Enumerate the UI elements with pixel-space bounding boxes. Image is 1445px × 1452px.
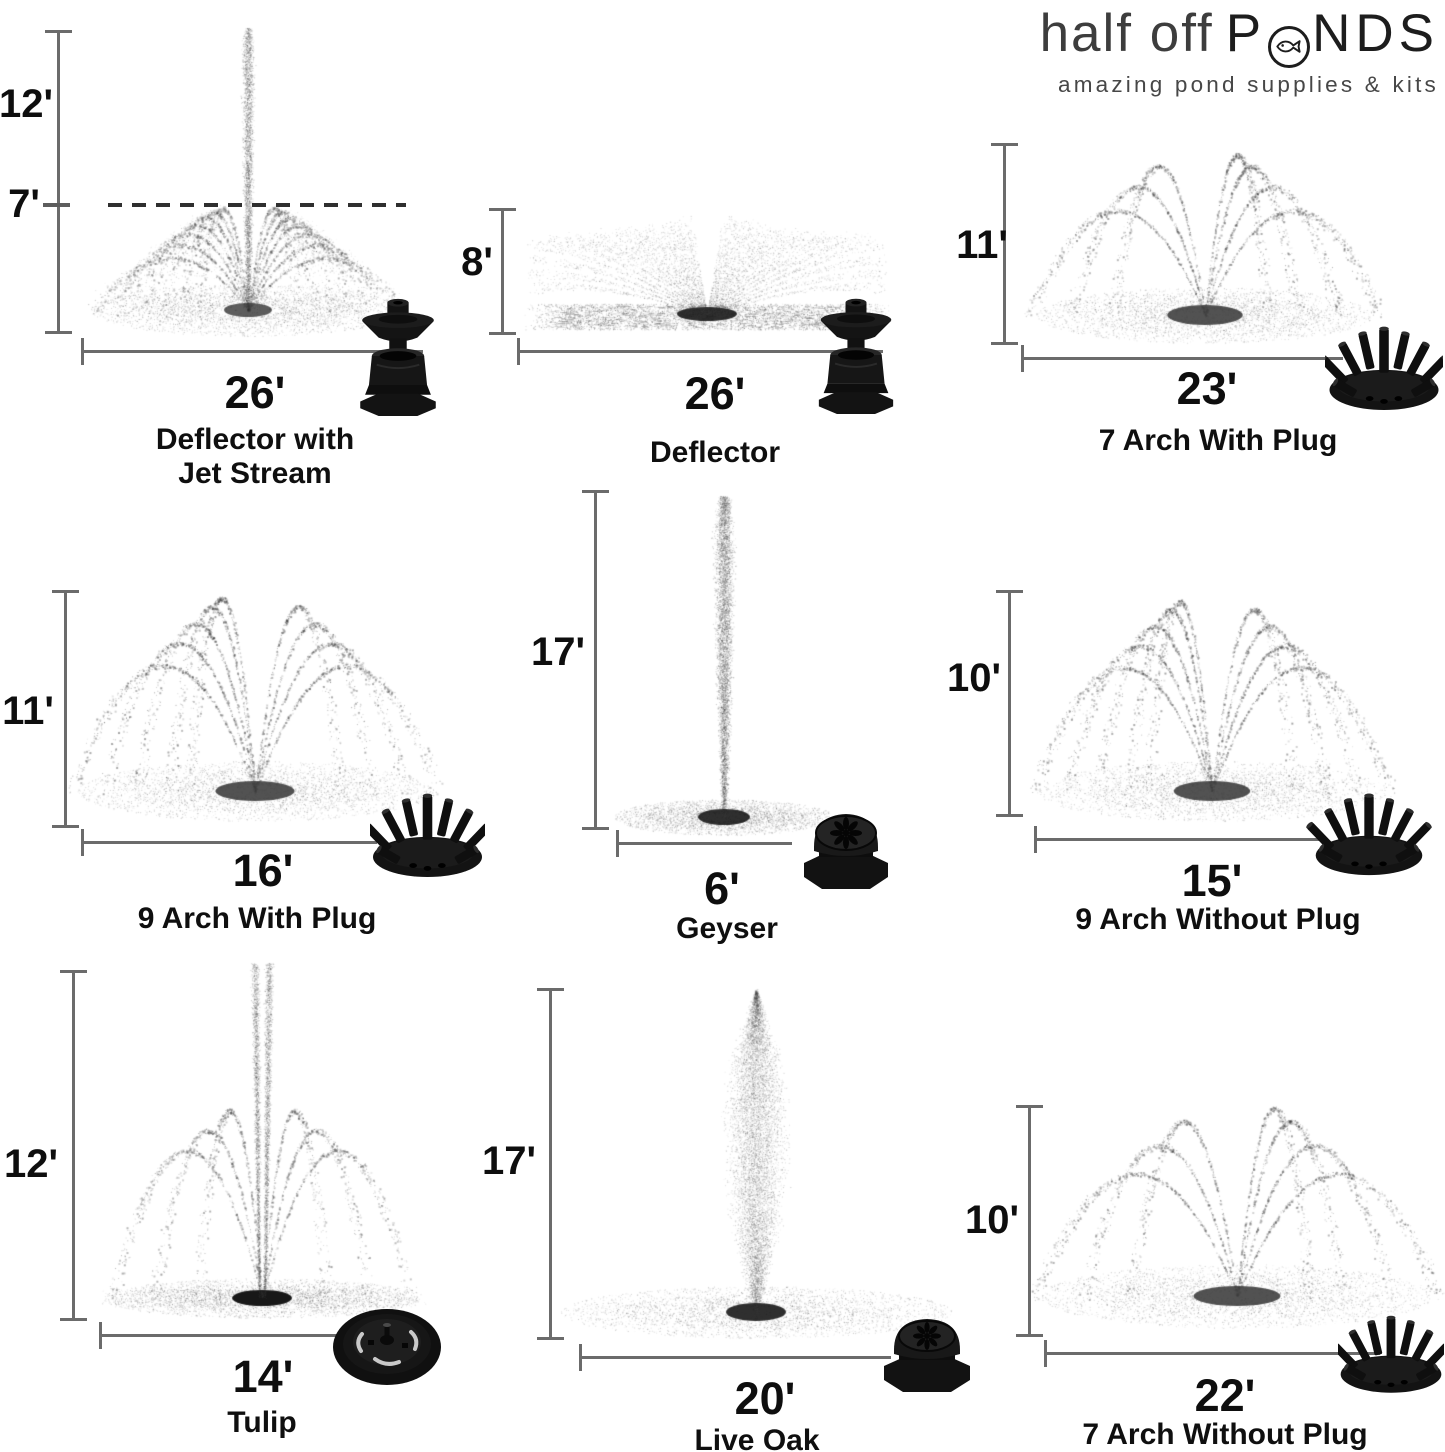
fountain-name-line: Deflector with bbox=[155, 423, 355, 456]
geyser-nozzle-icon bbox=[797, 807, 895, 895]
fountain-name: Geyser bbox=[676, 912, 778, 945]
width-label: 6' bbox=[704, 863, 740, 914]
height-label: 17' bbox=[530, 630, 585, 674]
fountain-name: Deflector bbox=[649, 436, 781, 469]
width-label: 16' bbox=[232, 845, 294, 896]
deflector-nozzle-icon bbox=[806, 295, 906, 415]
brand-logo: half off P NDS amazing pond supplies & kit… bbox=[1040, 6, 1439, 98]
width-label: 23' bbox=[1176, 363, 1238, 414]
height-label: 12' bbox=[3, 1142, 58, 1186]
width-label: 26' bbox=[684, 368, 746, 419]
logo-word-light: half off bbox=[1039, 4, 1214, 63]
jet-height-label: 7' bbox=[8, 182, 40, 226]
width-dimension-line bbox=[579, 1344, 891, 1371]
width-label: 26' bbox=[224, 367, 286, 418]
height-dimension-line bbox=[60, 970, 87, 1321]
height-label: 17' bbox=[481, 1139, 536, 1183]
height-dimension-line bbox=[489, 208, 516, 335]
fish-icon bbox=[1276, 40, 1301, 53]
height-dimension-line bbox=[996, 590, 1023, 817]
width-dimension-line bbox=[517, 338, 883, 365]
fountain-name: 9 Arch Without Plug bbox=[1075, 903, 1361, 936]
width-label: 15' bbox=[1181, 855, 1243, 906]
height-label: 12' bbox=[0, 82, 53, 126]
fountain-name: Deflector with Jet Stream bbox=[15, 423, 495, 491]
height-dimension-line bbox=[52, 590, 79, 828]
width-label: 14' bbox=[232, 1351, 294, 1402]
tulip-nozzle-icon bbox=[332, 1307, 443, 1387]
deflector-nozzle-icon bbox=[347, 295, 449, 417]
height-dimension-line bbox=[45, 30, 72, 334]
fountain-name: 9 Arch With Plug bbox=[137, 902, 377, 935]
logo-tagline: amazing pond supplies & kits bbox=[1057, 71, 1439, 97]
fountain-name: Tulip bbox=[227, 1406, 297, 1439]
height-label: 11' bbox=[2, 689, 54, 733]
arch-nozzle-icon bbox=[1306, 790, 1432, 876]
seven-foot-tick bbox=[43, 203, 70, 207]
dome-nozzle-icon bbox=[879, 1314, 975, 1396]
seven-foot-dashed-line bbox=[108, 203, 406, 207]
width-dimension-line bbox=[616, 830, 792, 857]
width-dimension-line bbox=[99, 1322, 337, 1349]
logo-word-prefix: P bbox=[1225, 4, 1267, 63]
arch-nozzle-icon bbox=[1325, 323, 1443, 411]
width-label: 20' bbox=[734, 1373, 796, 1424]
width-dimension-line bbox=[1034, 826, 1326, 853]
height-label: 10' bbox=[946, 656, 1001, 700]
height-dimension-line bbox=[1016, 1105, 1043, 1337]
height-dimension-line bbox=[991, 143, 1018, 345]
fountain-name: 7 Arch Without Plug bbox=[1082, 1418, 1368, 1451]
arch-nozzle-icon bbox=[1338, 1306, 1444, 1400]
height-label: 10' bbox=[964, 1198, 1019, 1242]
width-dimension-line bbox=[81, 829, 377, 856]
fountain-name-line: Jet Stream bbox=[178, 457, 332, 490]
width-dimension-line bbox=[1021, 345, 1343, 372]
fountain-name: 7 Arch With Plug bbox=[1098, 424, 1338, 457]
height-label: 8' bbox=[461, 240, 493, 284]
logo-o-ring bbox=[1268, 25, 1311, 68]
width-dimension-line bbox=[81, 338, 423, 365]
height-label: 11' bbox=[956, 223, 1008, 267]
fountain-name: Live Oak bbox=[694, 1424, 820, 1452]
logo-word-suffix: NDS bbox=[1312, 4, 1439, 63]
width-label: 22' bbox=[1194, 1370, 1256, 1421]
height-dimension-line bbox=[582, 490, 609, 830]
arch-nozzle-icon bbox=[370, 790, 485, 878]
width-dimension-line bbox=[1044, 1340, 1380, 1367]
logo-wordmark: half off P NDS bbox=[1040, 6, 1439, 68]
height-dimension-line bbox=[537, 988, 564, 1340]
